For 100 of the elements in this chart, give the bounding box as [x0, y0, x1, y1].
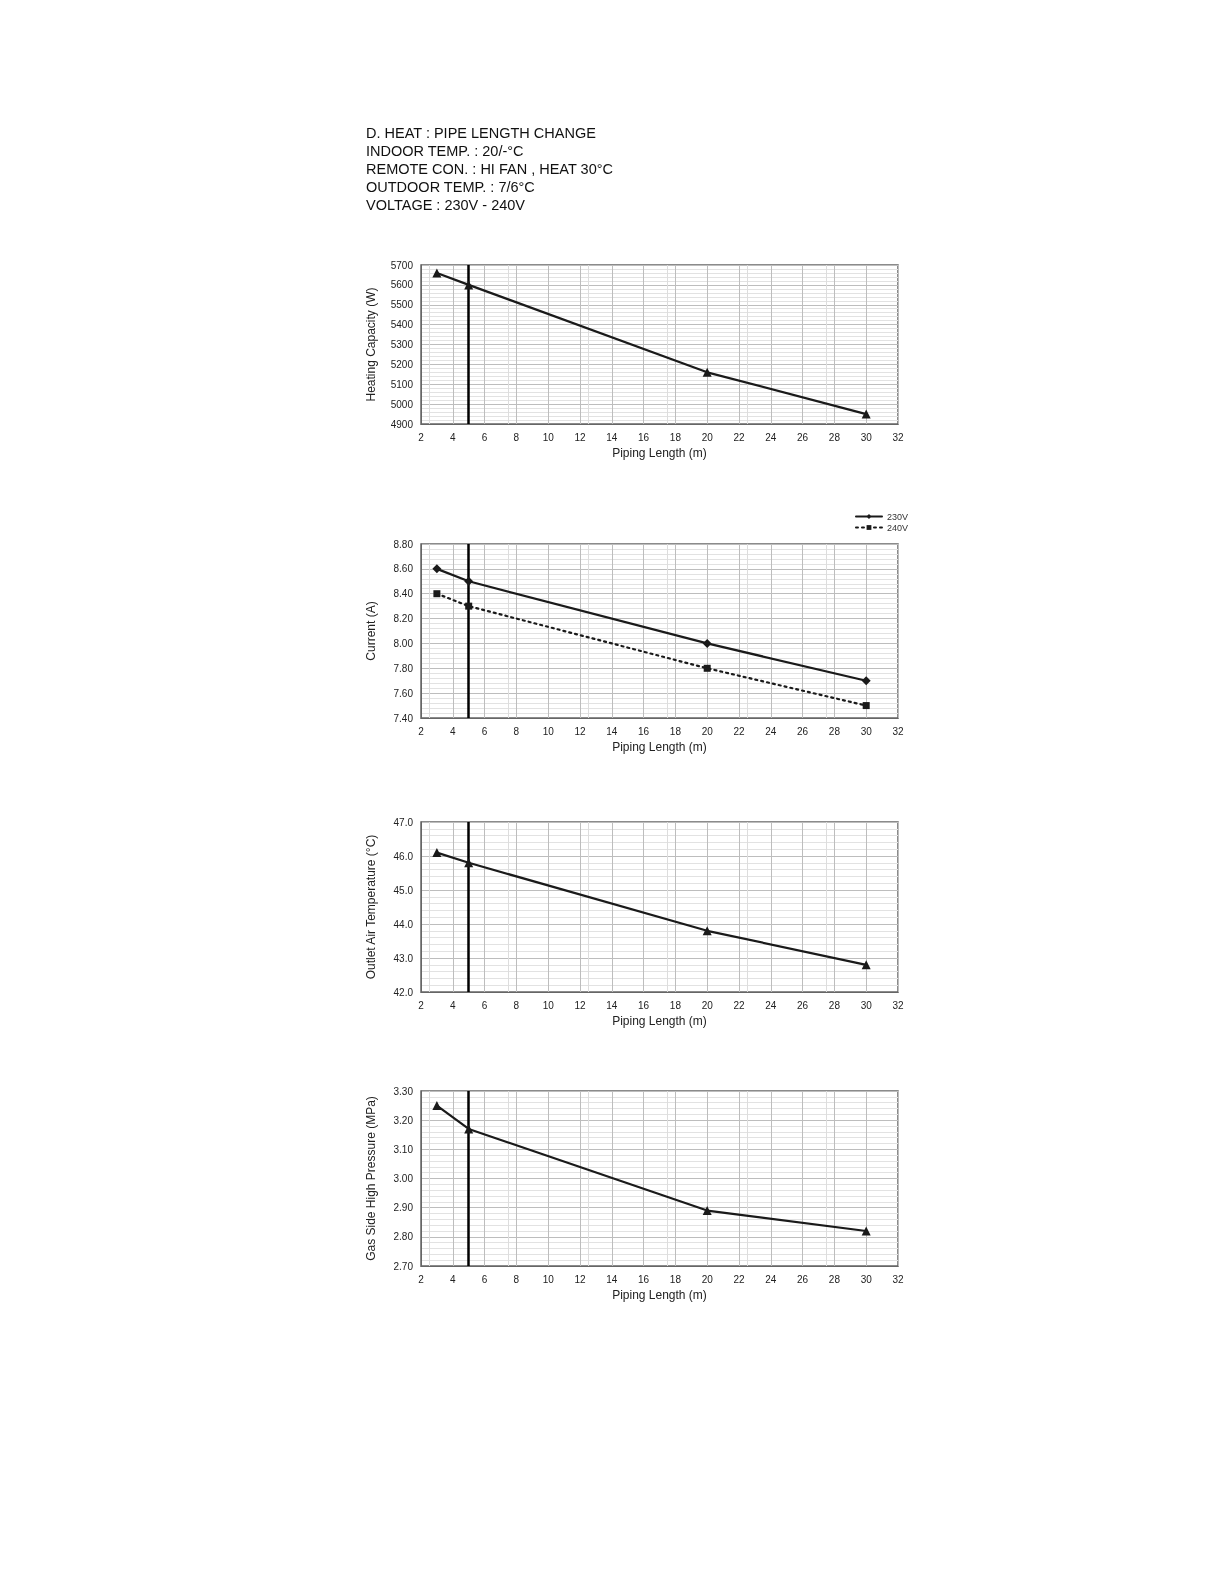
- x-tick-label: 30: [860, 725, 873, 737]
- x-tick-label: 28: [828, 431, 841, 443]
- point: [862, 702, 870, 710]
- y-tick-label: 2.70: [393, 1260, 414, 1272]
- y-tick-label: 5400: [390, 319, 414, 331]
- x-tick-label: 24: [765, 999, 777, 1011]
- x-tick-label: 28: [828, 1273, 841, 1285]
- point: [861, 1226, 871, 1236]
- x-tick-label: 24: [765, 725, 777, 737]
- x-tick-label: 26: [797, 431, 809, 443]
- x-tick-label: 22: [733, 431, 745, 443]
- x-tick-label: 28: [828, 999, 841, 1011]
- x-tick-label: 4: [450, 725, 457, 737]
- y-tick-label: 46.0: [393, 850, 414, 862]
- x-tick-label: 16: [638, 431, 650, 443]
- x-tick-label: 18: [669, 999, 682, 1011]
- x-tick-label: 26: [797, 999, 809, 1011]
- x-tick-label: 2: [418, 1273, 425, 1285]
- y-tick-label: 5000: [390, 398, 414, 410]
- x-tick-label: 30: [860, 1273, 873, 1285]
- x-tick-label: 2: [418, 725, 425, 737]
- legend-label: 240V: [886, 522, 909, 533]
- point: [861, 676, 871, 686]
- x-axis-title: Piping Length (m): [612, 1013, 707, 1028]
- y-tick-label: 5600: [390, 279, 414, 291]
- x-tick-label: 8: [513, 999, 520, 1011]
- x-tick-label: 6: [481, 725, 488, 737]
- text: INDOOR TEMP. : 20/-°C: [366, 142, 525, 160]
- y-tick-label: 2.90: [393, 1202, 414, 1214]
- y-tick-label: 44.0: [393, 918, 414, 930]
- y-tick-label: 3.30: [393, 1085, 414, 1097]
- x-tick-label: 8: [513, 725, 520, 737]
- x-tick-label: 10: [542, 1273, 555, 1285]
- x-tick-label: 20: [701, 431, 714, 443]
- x-tick-label: 2: [418, 431, 425, 443]
- y-tick-label: 7.40: [393, 712, 414, 724]
- point: [702, 367, 712, 377]
- y-tick-label: 3.10: [393, 1143, 414, 1155]
- y-tick-label: 4900: [390, 418, 414, 430]
- x-tick-label: 6: [481, 999, 488, 1011]
- x-tick-label: 4: [450, 1273, 457, 1285]
- point: [432, 564, 442, 574]
- x-tick-label: 16: [638, 999, 650, 1011]
- y-axis-title: Gas Side High Pressure (MPa): [364, 1096, 378, 1261]
- point: [703, 664, 711, 672]
- y-tick-label: 3.20: [393, 1114, 414, 1126]
- x-tick-label: 32: [892, 999, 904, 1011]
- x-tick-label: 24: [765, 431, 777, 443]
- y-tick-label: 3.00: [393, 1173, 414, 1184]
- point: [465, 602, 473, 610]
- y-tick-label: 8.40: [393, 588, 414, 600]
- point: [702, 1206, 712, 1216]
- point: [432, 848, 442, 858]
- x-tick-label: 16: [638, 725, 650, 737]
- x-tick-label: 22: [733, 1273, 745, 1285]
- x-tick-label: 14: [606, 431, 618, 443]
- y-tick-label: 8.80: [393, 538, 414, 550]
- y-tick-label: 5700: [390, 259, 414, 271]
- x-tick-label: 20: [701, 999, 714, 1011]
- y-tick-label: 5200: [390, 358, 414, 370]
- x-tick-label: 22: [733, 999, 745, 1011]
- text: OUTDOOR TEMP. : 7/6°C: [366, 178, 536, 196]
- x-tick-label: 10: [542, 431, 555, 443]
- x-tick-label: 28: [828, 725, 841, 737]
- x-tick-label: 18: [669, 431, 682, 443]
- y-axis-title: Heating Capacity (W): [364, 287, 378, 402]
- x-tick-label: 4: [450, 431, 457, 443]
- x-tick-label: 12: [574, 725, 586, 737]
- x-tick-label: 14: [606, 1273, 618, 1285]
- x-tick-label: 26: [797, 725, 809, 737]
- x-tick-label: 32: [892, 725, 904, 737]
- y-axis-title: Current (A): [364, 601, 378, 661]
- x-axis-title: Piping Length (m): [612, 1287, 707, 1302]
- y-tick-label: 7.60: [393, 687, 414, 699]
- x-tick-label: 6: [481, 1273, 488, 1285]
- legend-label: 230V: [886, 511, 909, 522]
- x-tick-label: 20: [701, 725, 714, 737]
- x-tick-label: 10: [542, 999, 555, 1011]
- x-tick-label: 8: [513, 431, 520, 443]
- y-axis-title: Outlet Air Temperature (°C): [364, 834, 378, 980]
- x-tick-label: 12: [574, 431, 586, 443]
- x-tick-label: 22: [733, 725, 745, 737]
- y-tick-label: 7.80: [393, 662, 414, 674]
- x-axis-title: Piping Length (m): [612, 739, 707, 754]
- y-tick-label: 47.0: [393, 816, 414, 828]
- y-tick-label: 8.20: [393, 613, 414, 625]
- text: REMOTE CON. : HI FAN , HEAT 30°C: [366, 160, 613, 178]
- text: VOLTAGE : 230V - 240V: [366, 196, 527, 214]
- point: [433, 590, 441, 598]
- x-tick-label: 2: [418, 999, 425, 1011]
- x-tick-label: 26: [797, 1273, 809, 1285]
- x-tick-label: 16: [638, 1273, 650, 1285]
- x-tick-label: 32: [892, 431, 904, 443]
- y-tick-label: 42.0: [393, 986, 414, 998]
- x-tick-label: 20: [701, 1273, 714, 1285]
- point: [861, 409, 871, 419]
- x-tick-label: 18: [669, 725, 682, 737]
- x-tick-label: 24: [765, 1273, 777, 1285]
- point: [432, 1101, 442, 1111]
- x-tick-label: 30: [860, 999, 873, 1011]
